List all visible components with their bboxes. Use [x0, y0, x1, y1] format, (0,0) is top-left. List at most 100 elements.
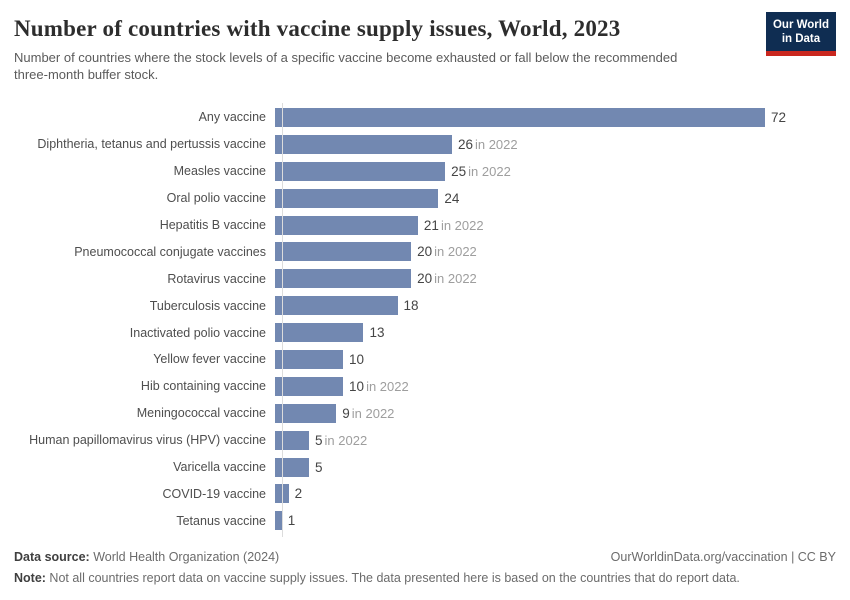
- data-source-value: World Health Organization (2024): [89, 550, 280, 565]
- bar-value-wrap: 20 in 2022: [417, 271, 477, 286]
- bar-value-wrap: 9 in 2022: [342, 406, 394, 421]
- bar-value-suffix: in 2022: [474, 136, 518, 152]
- bar-value-wrap: 10: [349, 352, 366, 367]
- bar-value-wrap: 25 in 2022: [451, 164, 511, 179]
- bar-value: 20: [417, 244, 433, 260]
- bar-value-wrap: 26 in 2022: [458, 137, 518, 152]
- bar-chart: Any vaccine 72 Diphtheria, tetanus and p…: [14, 103, 836, 538]
- owid-logo[interactable]: Our World in Data: [765, 12, 836, 56]
- owid-chart-page: Number of countries with vaccine supply …: [14, 12, 836, 587]
- bar[interactable]: [275, 296, 398, 316]
- bar-label: Rotavirus vaccine: [167, 271, 266, 286]
- bar-value-wrap: 5: [315, 460, 325, 475]
- bar-value: 5: [315, 459, 323, 475]
- bar-row: Inactivated polio vaccine 13: [14, 319, 836, 346]
- bar-label: Hib containing vaccine: [140, 379, 266, 394]
- bar-track: 20 in 2022: [274, 269, 477, 289]
- bar[interactable]: [275, 511, 282, 531]
- chart-subtitle: Number of countries where the stock leve…: [14, 50, 678, 82]
- bar[interactable]: [275, 349, 344, 369]
- bar-value: 10: [349, 351, 365, 367]
- bar-track: 9 in 2022: [274, 403, 394, 423]
- bar-value-wrap: 72: [771, 110, 788, 125]
- bar-value: 72: [771, 109, 787, 125]
- bar[interactable]: [275, 457, 310, 477]
- bar-track: 2: [274, 484, 305, 504]
- bar-row: Any vaccine 72: [14, 104, 836, 131]
- bar-value: 10: [349, 378, 365, 394]
- y-axis-line: [282, 103, 283, 538]
- bar-value-suffix: in 2022: [434, 271, 477, 287]
- bar-row: Human papillomavirus virus (HPV) vaccine…: [14, 427, 836, 454]
- bar-row: Tuberculosis vaccine 18: [14, 292, 836, 319]
- bar[interactable]: [275, 161, 446, 181]
- bar-row: Meningococcal vaccine 9 in 2022: [14, 400, 836, 427]
- bar-value-wrap: 2: [295, 486, 305, 501]
- bar-track: 5: [274, 457, 325, 477]
- bar[interactable]: [275, 484, 289, 504]
- bar[interactable]: [275, 323, 364, 343]
- bar[interactable]: [275, 403, 337, 423]
- bar-row: Pneumococcal conjugate vaccines 20 in 202…: [14, 238, 836, 265]
- bar-row: Measles vaccine 25 in 2022: [14, 158, 836, 185]
- bar-track: 13: [274, 323, 387, 343]
- bar[interactable]: [275, 242, 412, 262]
- bar-label: Hepatitis B vaccine: [159, 218, 266, 232]
- bar-track: 24: [274, 188, 461, 208]
- bar-value: 9: [342, 405, 350, 421]
- bar-value: 26: [457, 136, 473, 152]
- bar-row: Varicella vaccine 5: [14, 454, 836, 481]
- bar-value-suffix: in 2022: [351, 405, 395, 421]
- bar-value-suffix: in 2022: [366, 378, 409, 394]
- bar-value: 20: [417, 271, 433, 287]
- bar-label: COVID-19 vaccine: [162, 486, 266, 501]
- footer-source-row: Data source: World Health Organization (…: [14, 549, 836, 566]
- bar[interactable]: [275, 215, 418, 235]
- bar-value-wrap: 18: [404, 298, 421, 313]
- bar-label: Yellow fever vaccine: [153, 352, 266, 367]
- bar-label: Pneumococcal conjugate vaccines: [74, 244, 266, 259]
- bar-label: Measles vaccine: [173, 164, 266, 179]
- bar-value-wrap: 1: [288, 513, 298, 528]
- data-source-label: Data source:: [14, 550, 90, 565]
- bar-track: 25 in 2022: [274, 161, 511, 181]
- bar-value: 18: [403, 298, 419, 314]
- bar-value: 5: [315, 432, 323, 448]
- bar-value-suffix: in 2022: [468, 163, 511, 179]
- bar-row: Rotavirus vaccine 20 in 2022: [14, 265, 836, 292]
- bar-track: 20 in 2022: [274, 242, 477, 262]
- bar-label: Inactivated polio vaccine: [129, 325, 266, 340]
- bar[interactable]: [275, 188, 439, 208]
- bar[interactable]: [275, 269, 412, 289]
- bar-row: Oral polio vaccine 24: [14, 185, 836, 212]
- bar-row: Diphtheria, tetanus and pertussis vaccin…: [14, 131, 836, 158]
- bar[interactable]: [275, 430, 310, 450]
- bar-value-wrap: 21 in 2022: [424, 218, 484, 233]
- bar-row: Yellow fever vaccine 10: [14, 346, 836, 373]
- bar[interactable]: [275, 376, 344, 396]
- bar-label: Human papillomavirus virus (HPV) vaccine: [29, 433, 266, 448]
- bar-label: Diphtheria, tetanus and pertussis vaccin…: [37, 137, 266, 152]
- bar-track: 72: [274, 107, 788, 127]
- bar-row: Hepatitis B vaccine 21 in 2022: [14, 212, 836, 239]
- data-source: Data source: World Health Organization (…: [14, 549, 279, 566]
- footer-note: Note: Not all countries report data on v…: [14, 570, 836, 587]
- bar-label: Any vaccine: [198, 110, 266, 125]
- bar-track: 18: [274, 296, 421, 316]
- bar-track: 10 in 2022: [274, 376, 409, 396]
- note-value: Not all countries report data on vaccine…: [45, 571, 740, 586]
- header-text: Number of countries with vaccine supply …: [14, 16, 694, 83]
- bar-value-wrap: 10 in 2022: [349, 379, 409, 394]
- bar-track: 26 in 2022: [274, 134, 518, 154]
- bar-label: Meningococcal vaccine: [136, 406, 266, 421]
- bar-row: Tetanus vaccine 1: [14, 507, 836, 534]
- bar-value-wrap: 20 in 2022: [417, 244, 477, 259]
- bar-value: 2: [294, 486, 303, 502]
- owid-logo-line2: in Data: [781, 33, 821, 45]
- bar-row: COVID-19 vaccine 2: [14, 480, 836, 507]
- bar-track: 5 in 2022: [274, 430, 367, 450]
- attribution-link[interactable]: OurWorldinData.org/vaccination | CC BY: [610, 550, 836, 565]
- bar-value: 13: [369, 325, 385, 341]
- bar[interactable]: [275, 107, 765, 127]
- bar[interactable]: [275, 134, 452, 154]
